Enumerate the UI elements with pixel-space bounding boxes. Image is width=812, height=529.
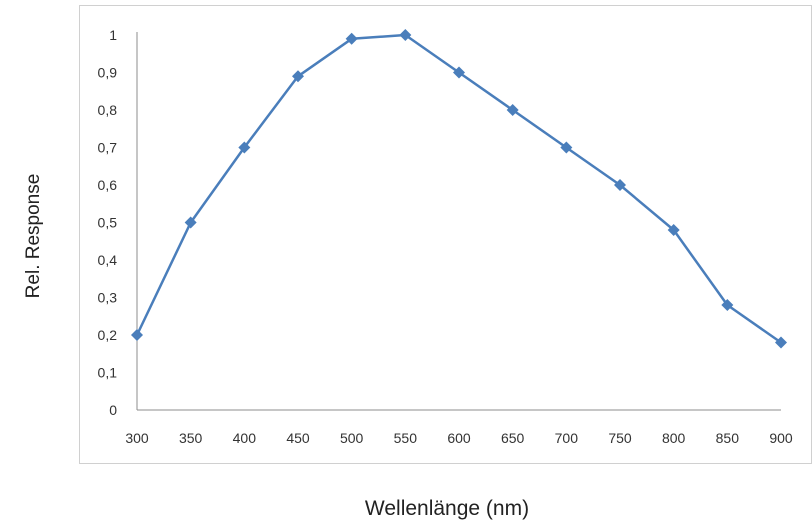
x-axis-label: Wellenlänge (nm) <box>364 497 530 520</box>
data-point <box>184 216 197 229</box>
x-axis-label-container: Wellenlänge (nm) <box>0 497 812 521</box>
x-tick-label: 650 <box>501 430 525 446</box>
y-tick-label: 0,6 <box>98 177 118 193</box>
data-point <box>131 329 143 341</box>
data-point <box>453 66 465 79</box>
axes <box>136 32 781 411</box>
data-point <box>238 141 251 154</box>
x-tick-label: 550 <box>394 430 418 446</box>
x-tick-label: 800 <box>662 430 686 446</box>
x-tick-label: 300 <box>125 430 149 446</box>
chart-area <box>79 5 812 464</box>
series-group <box>131 29 787 349</box>
y-tick-label: 0,2 <box>98 327 118 343</box>
data-point <box>614 179 626 191</box>
x-tick-label: 700 <box>555 430 579 446</box>
data-point <box>721 299 734 311</box>
y-tick-label: 0,7 <box>98 140 118 156</box>
x-tick-label: 600 <box>447 430 471 446</box>
y-tick-label: 0 <box>109 402 117 418</box>
y-tick-label: 0,5 <box>98 215 118 231</box>
data-point <box>506 104 519 116</box>
data-point <box>345 32 358 45</box>
series-line <box>135 33 782 344</box>
x-tick-label: 900 <box>769 430 793 446</box>
data-point <box>560 141 573 154</box>
data-point <box>399 29 412 41</box>
x-tick-label: 500 <box>340 430 364 446</box>
y-tick-label: 0,9 <box>98 65 118 81</box>
y-tick-label: 0,8 <box>98 102 118 118</box>
x-tick-label: 850 <box>716 430 740 446</box>
x-tick-label: 450 <box>286 430 310 446</box>
x-tick-labels: 300 350 400 450 500 550 600 650 700 750 800 850 900 <box>125 430 793 446</box>
y-tick-label: 0,1 <box>98 365 118 381</box>
y-tick-label: 0,3 <box>98 290 118 306</box>
x-tick-label: 400 <box>233 430 257 446</box>
y-tick-label: 1 <box>109 27 117 43</box>
data-point <box>292 70 304 83</box>
data-point <box>667 224 680 236</box>
y-tick-label: 0,4 <box>98 252 118 268</box>
x-tick-label: 350 <box>179 430 203 446</box>
x-tick-label: 750 <box>608 430 632 446</box>
y-tick-labels: 0 0,1 0,2 0,3 0,4 0,5 0,6 0,7 0,8 0,9 1 <box>98 27 118 418</box>
data-point <box>775 336 787 349</box>
